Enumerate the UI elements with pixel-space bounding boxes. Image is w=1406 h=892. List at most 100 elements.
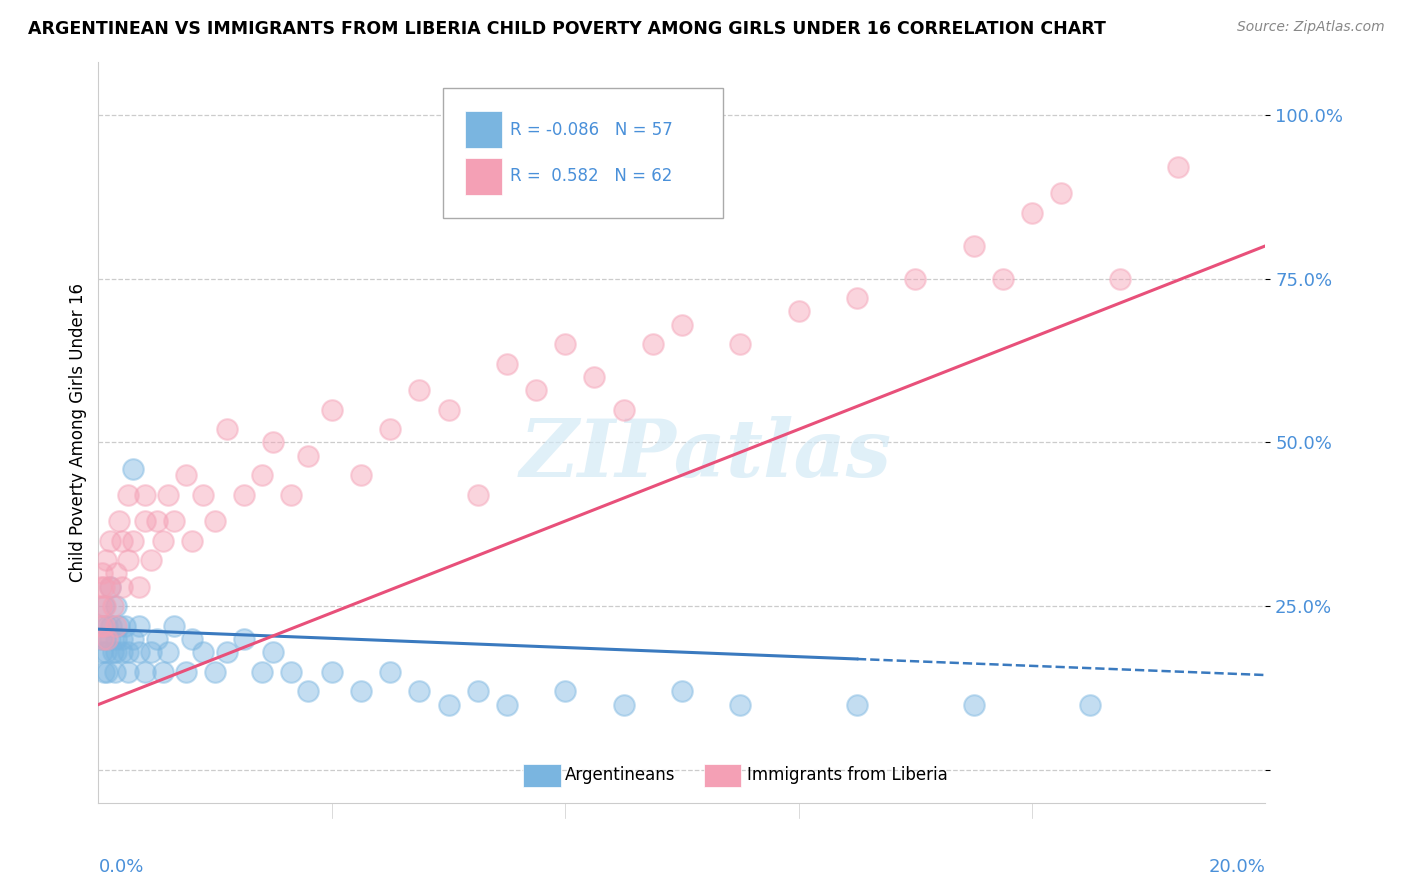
Point bbox=[408, 383, 430, 397]
Point bbox=[554, 684, 576, 698]
Text: Argentineans: Argentineans bbox=[565, 766, 676, 784]
Point bbox=[846, 698, 869, 712]
Point bbox=[134, 514, 156, 528]
Point bbox=[612, 402, 634, 417]
Point bbox=[1167, 161, 1189, 175]
Point bbox=[90, 645, 112, 659]
Point bbox=[108, 619, 131, 633]
Point bbox=[98, 632, 121, 646]
Point bbox=[962, 698, 984, 712]
Point bbox=[98, 533, 121, 548]
Point bbox=[89, 619, 111, 633]
Point bbox=[496, 357, 519, 371]
Point bbox=[1050, 186, 1073, 201]
FancyBboxPatch shape bbox=[465, 112, 502, 148]
Point bbox=[215, 645, 238, 659]
Point bbox=[163, 619, 186, 633]
Point bbox=[524, 383, 547, 397]
Point bbox=[93, 599, 115, 614]
Point bbox=[134, 665, 156, 679]
Point bbox=[134, 488, 156, 502]
Point bbox=[380, 665, 402, 679]
Point bbox=[157, 645, 180, 659]
Point bbox=[671, 318, 693, 332]
Point bbox=[193, 488, 215, 502]
Point bbox=[408, 684, 430, 698]
Point bbox=[100, 619, 122, 633]
Point bbox=[104, 566, 127, 581]
Point bbox=[215, 422, 238, 436]
Point bbox=[104, 645, 127, 659]
Point bbox=[104, 632, 127, 646]
Point bbox=[262, 645, 284, 659]
Point bbox=[730, 337, 752, 351]
Point bbox=[730, 698, 752, 712]
Point bbox=[93, 619, 115, 633]
Text: R = -0.086   N = 57: R = -0.086 N = 57 bbox=[510, 120, 673, 139]
Point bbox=[297, 449, 319, 463]
Point bbox=[467, 488, 489, 502]
Point bbox=[350, 468, 373, 483]
Point bbox=[157, 488, 180, 502]
Point bbox=[1080, 698, 1102, 712]
Point bbox=[250, 468, 273, 483]
Point bbox=[98, 580, 121, 594]
Point bbox=[101, 599, 124, 614]
Point bbox=[104, 599, 127, 614]
Point bbox=[163, 514, 186, 528]
Point bbox=[991, 271, 1014, 285]
Point bbox=[128, 580, 150, 594]
Point bbox=[108, 514, 131, 528]
Point bbox=[117, 488, 139, 502]
Point bbox=[152, 533, 174, 548]
Point bbox=[139, 553, 162, 567]
Point bbox=[96, 632, 118, 646]
Point bbox=[262, 435, 284, 450]
Point bbox=[554, 337, 576, 351]
Point bbox=[1021, 206, 1043, 220]
Point bbox=[94, 553, 117, 567]
Point bbox=[380, 422, 402, 436]
Point bbox=[180, 533, 202, 548]
Point bbox=[94, 632, 117, 646]
Point bbox=[104, 665, 127, 679]
FancyBboxPatch shape bbox=[704, 764, 741, 788]
Point bbox=[94, 645, 117, 659]
Text: ZIPatlas: ZIPatlas bbox=[519, 416, 891, 493]
Point bbox=[233, 632, 256, 646]
Point bbox=[91, 632, 114, 646]
Point bbox=[128, 619, 150, 633]
Text: ARGENTINEAN VS IMMIGRANTS FROM LIBERIA CHILD POVERTY AMONG GIRLS UNDER 16 CORREL: ARGENTINEAN VS IMMIGRANTS FROM LIBERIA C… bbox=[28, 20, 1107, 37]
Point bbox=[128, 645, 150, 659]
Point bbox=[204, 665, 226, 679]
Point bbox=[671, 684, 693, 698]
Point bbox=[467, 684, 489, 698]
Point bbox=[437, 698, 460, 712]
Point bbox=[612, 698, 634, 712]
Point bbox=[98, 580, 121, 594]
Point bbox=[111, 645, 134, 659]
Point bbox=[104, 619, 127, 633]
Text: Immigrants from Liberia: Immigrants from Liberia bbox=[747, 766, 948, 784]
Point bbox=[93, 580, 115, 594]
FancyBboxPatch shape bbox=[443, 88, 723, 218]
Point bbox=[122, 461, 145, 475]
Point bbox=[117, 553, 139, 567]
Point bbox=[91, 619, 114, 633]
Point bbox=[787, 304, 810, 318]
Point bbox=[139, 645, 162, 659]
Point bbox=[204, 514, 226, 528]
Point bbox=[122, 632, 145, 646]
Point bbox=[280, 488, 302, 502]
Point bbox=[90, 599, 112, 614]
Point bbox=[583, 370, 606, 384]
Point bbox=[350, 684, 373, 698]
Point bbox=[496, 698, 519, 712]
Point bbox=[90, 632, 112, 646]
Point bbox=[146, 632, 169, 646]
Point bbox=[117, 645, 139, 659]
Point bbox=[96, 665, 118, 679]
Point bbox=[321, 665, 343, 679]
Point bbox=[90, 566, 112, 581]
Text: R =  0.582   N = 62: R = 0.582 N = 62 bbox=[510, 168, 672, 186]
